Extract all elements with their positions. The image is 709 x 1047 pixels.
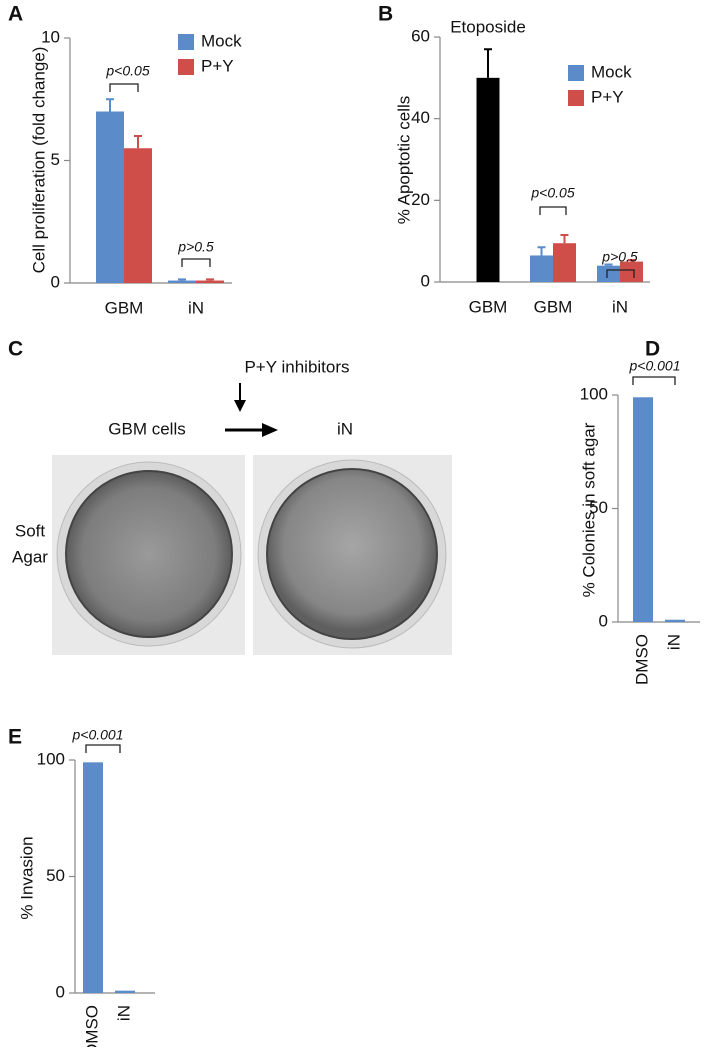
bar: [83, 762, 103, 993]
y-tick-label: 100: [37, 749, 65, 768]
error-bar: [560, 234, 569, 244]
legend-label: P+Y: [201, 56, 234, 75]
bar: [530, 255, 553, 282]
y-tick-label: 40: [411, 108, 430, 127]
panel-c: C P+Y inhibitors GBM cells iN Soft Agar: [8, 338, 452, 655]
bracket: [606, 269, 635, 278]
panel-letter: B: [378, 3, 393, 26]
bar: [196, 280, 224, 283]
series-label: Etoposide: [450, 17, 526, 36]
legend-swatch: [178, 34, 194, 50]
y-axis-label: % Invasion: [17, 836, 36, 919]
panel-letter: D: [645, 338, 660, 361]
bracket: [85, 744, 121, 753]
y-tick-label: 0: [56, 982, 65, 1001]
bracket: [181, 258, 211, 267]
to-label: iN: [337, 419, 353, 438]
p-value: p>0.5: [601, 249, 638, 265]
x-tick-label: iN: [188, 298, 204, 317]
legend-label: Mock: [201, 31, 242, 50]
p-value: p<0.001: [629, 358, 681, 374]
x-tick-label: DMSO: [632, 634, 651, 685]
y-axis-label: % Colonies in soft agar: [579, 422, 598, 597]
x-tick-label: iN: [114, 1005, 133, 1021]
error-bar: [134, 135, 142, 149]
p-value: p<0.05: [105, 63, 149, 79]
error-bar: [604, 263, 613, 266]
x-tick-label: GBM: [534, 297, 573, 316]
bar: [665, 619, 685, 622]
x-tick-label: GBM: [105, 298, 144, 317]
bar: [633, 397, 653, 622]
error-bar: [484, 48, 492, 78]
bar: [96, 111, 124, 283]
row-label: Agar: [12, 547, 48, 566]
p-value: p<0.001: [72, 727, 124, 743]
error-bar: [537, 246, 546, 256]
panel-letter: E: [8, 726, 22, 749]
legend-swatch: [568, 90, 584, 106]
from-label: GBM cells: [108, 419, 185, 438]
legend-label: Mock: [591, 62, 632, 81]
bar: [553, 243, 576, 282]
y-tick-label: 50: [589, 498, 608, 517]
bar: [476, 77, 500, 282]
y-tick-label: 100: [580, 384, 608, 403]
p-value: p>0.5: [177, 239, 214, 255]
dish: [65, 470, 233, 638]
y-tick-label: 10: [41, 27, 60, 46]
row-label: Soft: [15, 521, 46, 540]
x-tick-label: GBM: [469, 297, 508, 316]
error-bar: [106, 98, 114, 112]
x-tick-label: DMSO: [82, 1005, 101, 1047]
error-bar: [627, 258, 636, 262]
y-axis-label: Cell proliferation (fold change): [29, 47, 48, 274]
y-tick-label: 20: [411, 190, 430, 209]
legend-swatch: [178, 59, 194, 75]
arrow-head: [262, 423, 278, 437]
bar: [597, 265, 620, 282]
legend-swatch: [568, 65, 584, 81]
bar: [124, 148, 152, 283]
y-tick-label: 60: [411, 26, 430, 45]
panel-letter: C: [8, 338, 23, 361]
y-tick-label: 5: [51, 150, 60, 169]
y-tick-label: 0: [51, 272, 60, 291]
y-axis-label: % Apoptotic cells: [394, 96, 413, 225]
arrow-head: [234, 400, 246, 412]
y-tick-label: 50: [46, 866, 65, 885]
bar: [115, 990, 135, 993]
bar: [620, 261, 643, 282]
bracket: [539, 206, 567, 215]
legend-label: P+Y: [591, 87, 624, 106]
panel-letter: A: [8, 3, 23, 26]
x-tick-label: iN: [664, 634, 683, 650]
p-value: p<0.05: [530, 185, 574, 201]
x-tick-label: iN: [612, 297, 628, 316]
error-bar: [178, 278, 186, 281]
arrow-label: P+Y inhibitors: [244, 357, 349, 376]
y-tick-label: 0: [599, 611, 608, 630]
bracket: [109, 83, 139, 92]
bracket: [632, 376, 676, 385]
y-tick-label: 0: [421, 271, 430, 290]
error-bar: [206, 278, 214, 281]
bar: [168, 280, 196, 283]
dish: [266, 468, 438, 640]
